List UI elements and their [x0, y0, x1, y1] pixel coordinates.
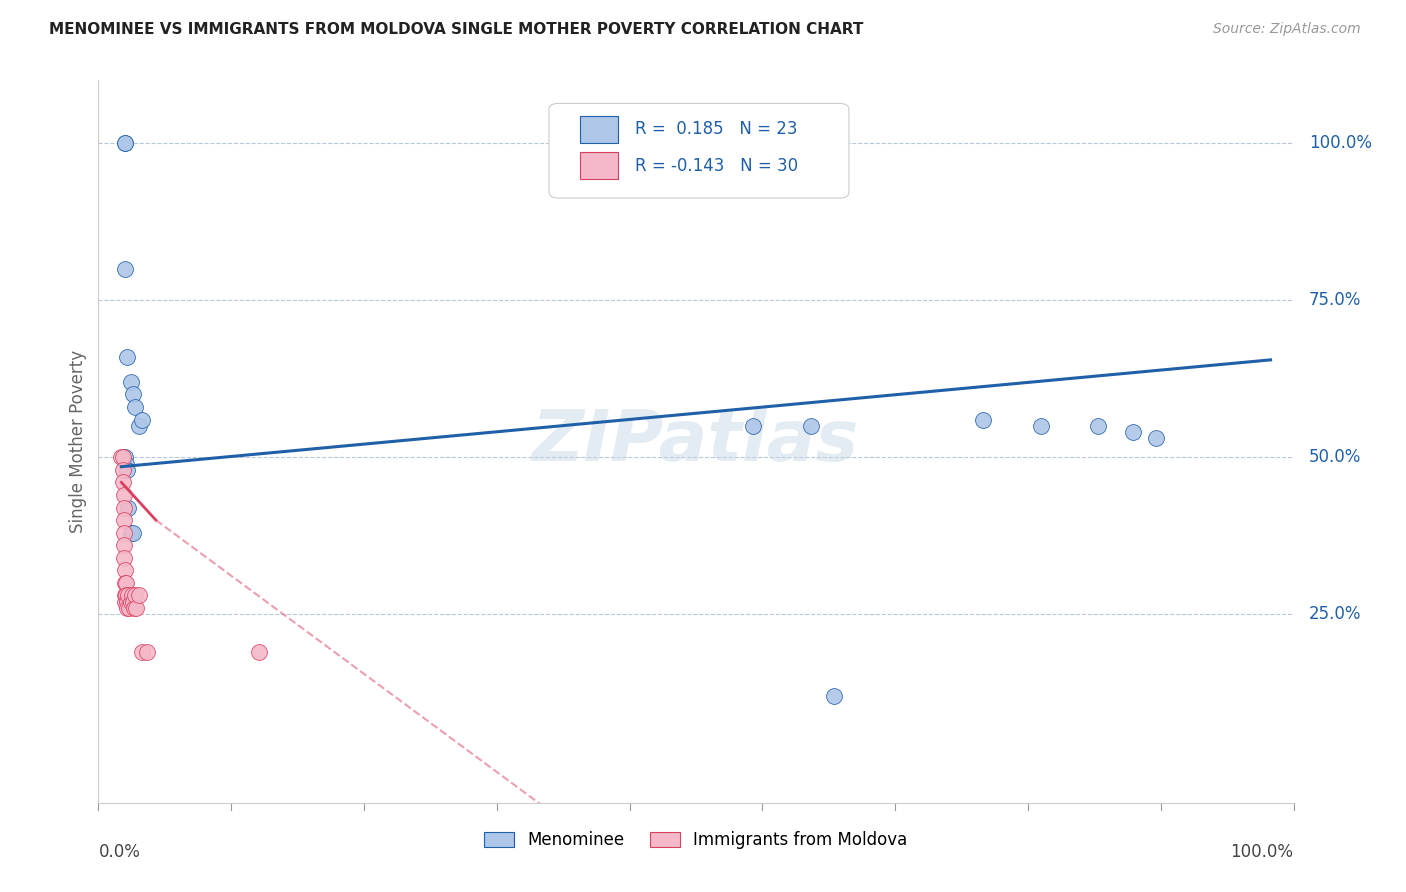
Text: 50.0%: 50.0% [1309, 449, 1361, 467]
Point [112, 488, 135, 502]
Point [114, 575, 136, 590]
Point [115, 463, 138, 477]
Point [125, 601, 148, 615]
Text: MENOMINEE VS IMMIGRANTS FROM MOLDOVA SINGLE MOTHER POVERTY CORRELATION CHART: MENOMINEE VS IMMIGRANTS FROM MOLDOVA SIN… [49, 22, 863, 37]
Point [122, 525, 145, 540]
Point [1087, 418, 1109, 433]
Point [112, 525, 135, 540]
Text: R = -0.143   N = 30: R = -0.143 N = 30 [636, 156, 799, 175]
Text: R =  0.185   N = 23: R = 0.185 N = 23 [636, 120, 797, 138]
Point [115, 575, 138, 590]
Point [110, 450, 132, 465]
Point [114, 136, 136, 150]
Point [115, 457, 138, 471]
Point [115, 595, 138, 609]
Text: Source: ZipAtlas.com: Source: ZipAtlas.com [1213, 22, 1361, 37]
Point [1122, 425, 1144, 439]
Point [120, 375, 142, 389]
Point [742, 418, 765, 433]
Point [112, 550, 135, 565]
Point [128, 418, 150, 433]
Point [122, 595, 145, 609]
Text: 0.0%: 0.0% [98, 843, 141, 861]
Point [972, 412, 994, 426]
Text: 100.0%: 100.0% [1230, 843, 1294, 861]
Point [114, 450, 136, 465]
Point [114, 563, 136, 577]
Point [114, 589, 136, 603]
Point [114, 261, 136, 276]
Point [823, 689, 845, 703]
Text: 25.0%: 25.0% [1309, 606, 1361, 624]
Point [115, 601, 138, 615]
Point [122, 387, 145, 401]
Point [122, 601, 145, 615]
Point [800, 418, 823, 433]
Point [111, 475, 134, 490]
Point [114, 136, 136, 150]
Point [247, 645, 270, 659]
Point [112, 500, 135, 515]
Point [115, 589, 138, 603]
Text: 75.0%: 75.0% [1309, 291, 1361, 310]
Point [124, 400, 146, 414]
Point [121, 589, 143, 603]
FancyBboxPatch shape [581, 152, 619, 179]
FancyBboxPatch shape [548, 103, 849, 198]
Point [120, 595, 142, 609]
Text: ZIPatlas: ZIPatlas [533, 407, 859, 476]
Point [112, 538, 135, 552]
Point [114, 595, 136, 609]
Point [131, 645, 153, 659]
Point [1029, 418, 1052, 433]
Point [115, 350, 138, 364]
Point [117, 589, 139, 603]
Text: 100.0%: 100.0% [1309, 134, 1372, 153]
FancyBboxPatch shape [581, 116, 619, 143]
Legend: Menominee, Immigrants from Moldova: Menominee, Immigrants from Moldova [478, 824, 914, 856]
Point [120, 525, 142, 540]
Point [111, 450, 134, 465]
Point [1144, 431, 1167, 445]
Point [124, 589, 146, 603]
Point [131, 412, 153, 426]
Point [111, 463, 134, 477]
Point [135, 645, 157, 659]
Point [117, 500, 139, 515]
Point [128, 589, 150, 603]
Point [118, 601, 141, 615]
Point [112, 513, 135, 527]
Y-axis label: Single Mother Poverty: Single Mother Poverty [69, 350, 87, 533]
